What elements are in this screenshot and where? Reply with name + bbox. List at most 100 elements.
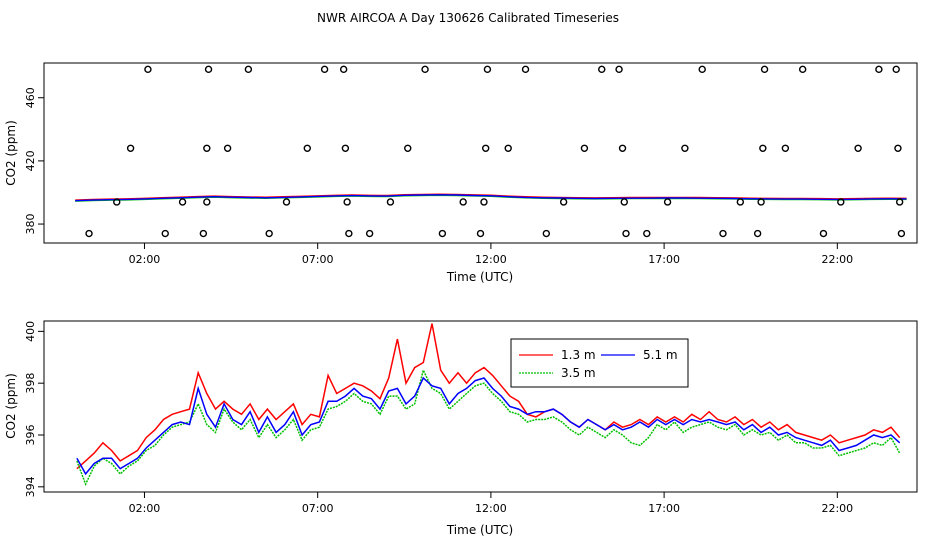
bottom-series-layer [76,323,901,487]
top-outlier-point [480,198,488,206]
top-outlier-point [204,65,213,74]
bottom-y-tick-label: 396 [24,425,37,446]
top-panel: 02:00 07:00 12:00 17:00 22:00 380 420 460 Time… [4,62,918,284]
top-outlier-point [85,229,93,238]
top-outlier-point [504,144,512,152]
legend-label-5-1m: 5.1 m [643,348,678,362]
bottom-y-tick-label: 394 [24,476,37,497]
top-y-axis-label: CO2 (ppm) [4,120,18,186]
top-outlier-point [897,229,906,238]
bottom-plot-frame [43,320,918,493]
top-x-tick-label: 22:00 [821,253,853,266]
top-outlier-point [875,65,883,74]
top-outlier-point [753,229,762,238]
top-outlier-point [244,65,253,74]
top-outlier-point [483,65,492,74]
page-title: NWR AIRCOA A Day 130626 Calibrated Times… [317,11,619,25]
top-outlier-point [598,65,606,74]
top-outlier-point [798,65,807,74]
top-outlier-point [199,229,208,238]
top-outlier-point [781,144,790,152]
legend-label-1-3m: 1.3 m [561,348,596,362]
top-outlier-point [895,198,904,206]
top-outlier-point [144,65,152,74]
top-outlier-point [203,198,211,206]
top-outlier-point [892,65,900,74]
top-outlier-point [757,198,765,206]
top-outlier-point [521,65,530,74]
top-outlier-point [559,198,568,206]
top-outlier-point [386,198,395,206]
top-outlier-point [759,144,767,152]
bottom-series-line-3-5-m [76,368,901,487]
top-outlier-point [365,229,374,238]
bottom-series-line-1-3-m [76,323,901,470]
top-x-tick-label: 12:00 [475,253,507,266]
bottom-y-tick-label: 400 [24,321,37,342]
top-outlier-point [345,229,353,238]
top-outlier-point [421,65,429,74]
top-x-axis-label: Time (UTC) [446,270,513,284]
bottom-x-tick-label: 12:00 [475,502,507,515]
top-y-tick-label: 380 [24,214,37,235]
top-outlier-point [819,229,828,238]
bottom-y-tick-label: 398 [24,373,37,394]
top-outlier-point [837,198,845,206]
top-x-tick-label: 07:00 [302,253,334,266]
bottom-x-axis: 02:00 07:00 12:00 17:00 22:00 [129,492,853,515]
top-outlier-point [339,65,348,74]
top-outlier-point [681,144,689,152]
top-outlier-point [643,229,651,238]
top-plot-frame [43,62,918,244]
bottom-x-tick-label: 07:00 [302,502,334,515]
top-outlier-point [698,65,706,74]
bottom-x-tick-label: 22:00 [821,502,853,515]
top-outlier-point [618,144,627,152]
top-outlier-layer [85,65,906,238]
top-outlier-point [760,65,769,74]
top-outlier-point [341,144,350,152]
top-outlier-point [203,144,211,152]
bottom-x-tick-label: 17:00 [648,502,680,515]
top-y-tick-label: 420 [24,150,37,171]
top-outlier-point [719,229,727,238]
top-outlier-point [663,198,672,206]
top-outlier-point [343,198,351,206]
top-outlier-point [265,229,273,238]
bottom-y-axis: 394 396 398 400 [24,321,44,497]
top-outlier-point [161,229,169,238]
top-outlier-point [894,144,902,152]
top-outlier-point [481,144,490,152]
top-x-tick-label: 02:00 [129,253,161,266]
top-outlier-point [620,198,628,206]
top-outlier-point [622,229,630,238]
bottom-x-tick-label: 02:00 [129,502,161,515]
top-outlier-point [303,144,311,152]
top-outlier-point [854,144,862,152]
top-outlier-point [542,229,551,238]
legend-box [510,338,689,388]
top-outlier-point [113,198,121,206]
top-outlier-point [736,198,745,206]
top-outlier-point [320,65,329,74]
top-outlier-point [126,144,135,152]
top-outlier-point [438,229,447,238]
top-x-axis: 02:00 07:00 12:00 17:00 22:00 [129,243,853,266]
bottom-panel: 02:00 07:00 12:00 17:00 22:00 394 396 398 400 T… [4,320,918,537]
top-series-line-5-1m [75,194,907,202]
top-outlier-point [580,144,589,152]
top-outlier-point [223,144,232,152]
legend-label-3-5m: 3.5 m [561,366,596,380]
top-outlier-point [282,198,291,206]
top-outlier-point [459,198,467,206]
top-series-layer [75,193,907,202]
top-y-tick-label: 460 [24,87,37,108]
bottom-x-axis-label: Time (UTC) [446,523,513,537]
top-x-tick-label: 17:00 [648,253,680,266]
bottom-series-line-5-1-m [76,376,901,476]
top-outlier-point [476,229,485,238]
top-outlier-point [404,144,412,152]
top-y-axis: 380 420 460 [24,87,44,235]
top-outlier-point [615,65,623,74]
